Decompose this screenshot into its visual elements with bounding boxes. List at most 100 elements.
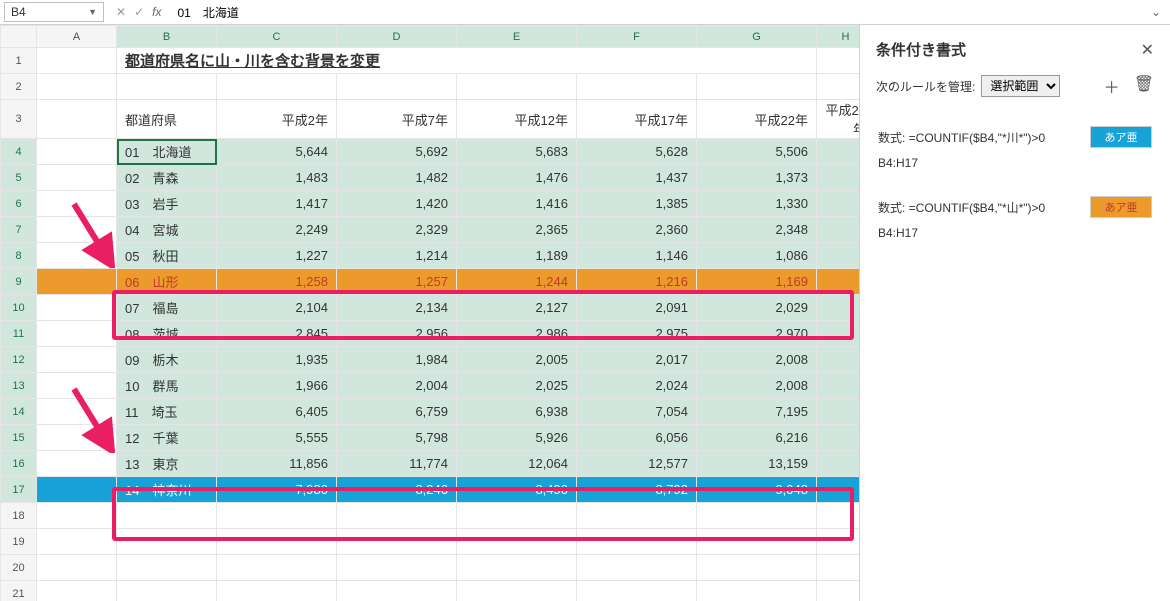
- row-header[interactable]: 4: [1, 139, 37, 165]
- cell[interactable]: [817, 321, 861, 347]
- cell[interactable]: 2,127: [457, 295, 577, 321]
- cell[interactable]: 11,774: [337, 451, 457, 477]
- cell[interactable]: 11,856: [217, 451, 337, 477]
- row-header[interactable]: 9: [1, 269, 37, 295]
- row-header[interactable]: 7: [1, 217, 37, 243]
- cell[interactable]: [457, 74, 577, 100]
- cell[interactable]: [697, 503, 817, 529]
- cell[interactable]: 1,169: [697, 269, 817, 295]
- row-header[interactable]: 11: [1, 321, 37, 347]
- cell[interactable]: 1,385: [577, 191, 697, 217]
- cell[interactable]: 1,984: [337, 347, 457, 373]
- cell[interactable]: [37, 321, 117, 347]
- cell[interactable]: [37, 425, 117, 451]
- cell[interactable]: [457, 503, 577, 529]
- column-header[interactable]: A: [37, 26, 117, 48]
- cell[interactable]: 1,330: [697, 191, 817, 217]
- cell[interactable]: 5,926: [457, 425, 577, 451]
- cell[interactable]: 7,195: [697, 399, 817, 425]
- close-icon[interactable]: ✕: [1141, 40, 1154, 60]
- cell[interactable]: 01 北海道: [117, 139, 217, 165]
- cell[interactable]: [37, 451, 117, 477]
- row-header[interactable]: 8: [1, 243, 37, 269]
- cell[interactable]: 2,970: [697, 321, 817, 347]
- cell[interactable]: [577, 503, 697, 529]
- row-header[interactable]: 19: [1, 529, 37, 555]
- cell[interactable]: 都道府県: [117, 100, 217, 139]
- cell[interactable]: [817, 48, 861, 74]
- expand-formula-icon[interactable]: ⌄: [1146, 5, 1166, 19]
- cell[interactable]: [37, 529, 117, 555]
- cell[interactable]: [117, 74, 217, 100]
- cell[interactable]: 平成12年: [457, 100, 577, 139]
- cell[interactable]: 2,845: [217, 321, 337, 347]
- cell[interactable]: [697, 581, 817, 601]
- cell[interactable]: [817, 373, 861, 399]
- rule-card[interactable]: 数式: =COUNTIF($B4,"*山*")>0あア亜B4:H17: [876, 192, 1154, 244]
- cell[interactable]: 2,956: [337, 321, 457, 347]
- row-header[interactable]: 6: [1, 191, 37, 217]
- cell[interactable]: [577, 581, 697, 601]
- cell[interactable]: 2,008: [697, 347, 817, 373]
- accept-icon[interactable]: ✓: [134, 5, 144, 19]
- cell[interactable]: 2,975: [577, 321, 697, 347]
- row-header[interactable]: 17: [1, 477, 37, 503]
- cell[interactable]: 6,056: [577, 425, 697, 451]
- cell[interactable]: [37, 347, 117, 373]
- row-header[interactable]: 14: [1, 399, 37, 425]
- cell[interactable]: [457, 555, 577, 581]
- cell[interactable]: 12,064: [457, 451, 577, 477]
- cell[interactable]: 2,024: [577, 373, 697, 399]
- row-header[interactable]: 18: [1, 503, 37, 529]
- cell[interactable]: [37, 295, 117, 321]
- cell[interactable]: [817, 243, 861, 269]
- cell[interactable]: 8,792: [577, 477, 697, 503]
- cell[interactable]: [217, 503, 337, 529]
- cell[interactable]: [37, 477, 117, 503]
- row-header[interactable]: 12: [1, 347, 37, 373]
- cell[interactable]: 1,244: [457, 269, 577, 295]
- fx-icon[interactable]: fx: [152, 5, 161, 19]
- cell[interactable]: [37, 555, 117, 581]
- title-cell[interactable]: 都道府県名に山・川を含む背景を変更: [117, 48, 817, 74]
- cell[interactable]: 1,420: [337, 191, 457, 217]
- row-header[interactable]: 20: [1, 555, 37, 581]
- cancel-icon[interactable]: ✕: [116, 5, 126, 19]
- formula-input[interactable]: [173, 2, 1140, 22]
- cell[interactable]: 1,216: [577, 269, 697, 295]
- cell[interactable]: [37, 269, 117, 295]
- cell[interactable]: 5,644: [217, 139, 337, 165]
- column-header[interactable]: H: [817, 26, 861, 48]
- row-header[interactable]: 16: [1, 451, 37, 477]
- cell[interactable]: [817, 503, 861, 529]
- cell[interactable]: 2,249: [217, 217, 337, 243]
- cell[interactable]: [37, 503, 117, 529]
- cell[interactable]: [117, 581, 217, 601]
- cell[interactable]: [117, 529, 217, 555]
- cell[interactable]: [697, 529, 817, 555]
- cell[interactable]: [337, 555, 457, 581]
- cell[interactable]: [577, 555, 697, 581]
- cell[interactable]: [37, 399, 117, 425]
- cell[interactable]: [697, 555, 817, 581]
- column-header[interactable]: C: [217, 26, 337, 48]
- cell[interactable]: 8,490: [457, 477, 577, 503]
- column-header[interactable]: B: [117, 26, 217, 48]
- cell[interactable]: [817, 477, 861, 503]
- cell[interactable]: 1,227: [217, 243, 337, 269]
- row-header[interactable]: 10: [1, 295, 37, 321]
- cell[interactable]: [697, 74, 817, 100]
- cell[interactable]: 2,348: [697, 217, 817, 243]
- cell[interactable]: 6,216: [697, 425, 817, 451]
- cell[interactable]: [117, 555, 217, 581]
- cell[interactable]: [817, 74, 861, 100]
- select-all-cell[interactable]: [1, 26, 37, 48]
- cell[interactable]: 5,506: [697, 139, 817, 165]
- cell[interactable]: [337, 581, 457, 601]
- cell[interactable]: [817, 295, 861, 321]
- cell[interactable]: 1,416: [457, 191, 577, 217]
- cell[interactable]: [817, 425, 861, 451]
- cell[interactable]: [817, 399, 861, 425]
- cell[interactable]: [817, 139, 861, 165]
- cell[interactable]: 平成17年: [577, 100, 697, 139]
